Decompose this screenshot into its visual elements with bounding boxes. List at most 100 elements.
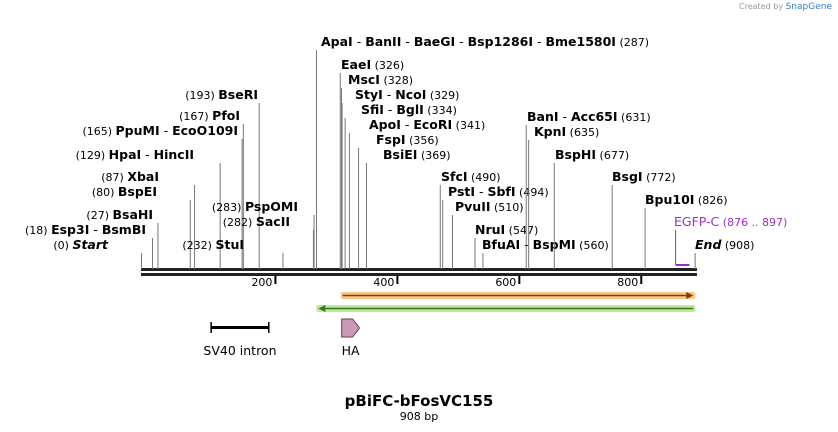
cut-site-label-apoi[interactable]: ApoI - EcoRI (341) [369, 117, 485, 132]
cut-site-part: BseRI [218, 87, 258, 102]
cut-site-label-eaei[interactable]: EaeI (326) [341, 57, 404, 72]
cut-site-label-bseri[interactable]: (193) BseRI [185, 87, 258, 102]
sv40-intron-bar[interactable] [210, 326, 270, 329]
cut-site-part: BsgI [612, 169, 643, 184]
cut-site-part: (18) [25, 224, 51, 237]
cut-site-part: End [695, 237, 722, 252]
cut-site-label-sfii[interactable]: SfiI - BglI (334) [361, 102, 457, 117]
cut-site-part: (677) [596, 149, 629, 162]
cut-site-label-apai[interactable]: ApaI - BanII - BaeGI - Bsp1286I - Bme158… [321, 34, 649, 49]
cut-site-label-msci[interactable]: MscI (328) [348, 72, 413, 87]
cut-site-label-pfoi[interactable]: (167) PfoI [179, 108, 240, 123]
cut-site-part: (631) [618, 111, 651, 124]
cut-site-part: BspHI [555, 147, 596, 162]
cut-site-label-bsphi[interactable]: BspHI (677) [555, 147, 629, 162]
cut-site-part: (341) [452, 119, 485, 132]
cut-site-part: - [141, 147, 153, 162]
cut-site-part: (193) [185, 89, 218, 102]
cut-site-part: - [160, 123, 172, 138]
ruler-tick [274, 276, 277, 284]
cut-site-label-hpai[interactable]: (129) HpaI - HincII [76, 147, 194, 162]
cut-site-part: - [455, 34, 467, 49]
ha-tag-feature[interactable] [341, 318, 361, 338]
cut-site-part: (908) [721, 239, 754, 252]
primer-name: EGFP-C [674, 214, 720, 229]
cut-site-part: (87) [101, 171, 127, 184]
cut-site-label-bsahi[interactable]: (27) BsaHI [86, 207, 153, 222]
orf-forward-arrow-icon [686, 292, 694, 299]
cut-site-part: BfuAI [482, 237, 520, 252]
app-credit: Created by SnapGene [739, 2, 832, 12]
cut-site-label-styi[interactable]: StyI - NcoI (329) [355, 87, 459, 102]
credit-prefix: Created by [739, 2, 784, 11]
cut-site-label-sfci[interactable]: SfcI (490) [441, 169, 501, 184]
cut-site-part: (329) [426, 89, 459, 102]
cut-site-part: XbaI [127, 169, 159, 184]
cut-site-part: BsmBI [102, 222, 146, 237]
cut-site-part: BanI [527, 109, 559, 124]
cut-site-part: (27) [86, 209, 112, 222]
cut-site-part: (490) [468, 171, 501, 184]
cut-site-part: BsaHI [112, 207, 153, 222]
cut-site-label-bsiei[interactable]: BsiEI (369) [383, 147, 451, 162]
cut-site-part: (165) [82, 125, 115, 138]
cut-site-label-stui[interactable]: (232) StuI [182, 237, 244, 252]
cut-site-part: PstI [448, 184, 475, 199]
cut-site-label-psti[interactable]: PstI - SbfI (494) [448, 184, 549, 199]
cut-site-part: (232) [182, 239, 215, 252]
orf-reverse-arrow-icon [318, 305, 326, 312]
credit-brand: SnapGene [785, 2, 832, 12]
cut-site-part: - [475, 184, 487, 199]
cut-site-label-fspi[interactable]: FspI (356) [376, 132, 439, 147]
cut-site-label-esp3i[interactable]: (18) Esp3I - BsmBI [25, 222, 146, 237]
cut-site-label-start[interactable]: (0) Start [53, 237, 109, 252]
cut-site-label-bani[interactable]: BanI - Acc65I (631) [527, 109, 651, 124]
cut-site-part: - [401, 34, 413, 49]
cut-site-label-bfuai[interactable]: BfuAI - BspMI (560) [482, 237, 609, 252]
ruler-tick [518, 276, 521, 284]
cut-site-part: HpaI [109, 147, 142, 162]
cut-site-part: Bme1580I [545, 34, 615, 49]
cut-site-part: - [401, 117, 413, 132]
plasmid-name: pBiFC-bFosVC155 [344, 392, 494, 410]
cut-site-part: - [384, 102, 396, 117]
cut-site-part: PpuMI [116, 123, 160, 138]
cut-site-label-bspei[interactable]: (80) BspEI [92, 184, 157, 199]
cut-site-part: Start [72, 237, 109, 252]
sv40-intron-end-tick [268, 322, 270, 333]
primer-range: (876 .. 897) [719, 216, 787, 229]
cut-site-part: SfiI [361, 102, 384, 117]
cut-site-part: (328) [380, 74, 413, 87]
cut-site-label-xbai[interactable]: (87) XbaI [101, 169, 159, 184]
primer-egfp-c-label[interactable]: EGFP-C (876 .. 897) [674, 214, 787, 229]
cut-site-part: ApoI [369, 117, 401, 132]
cut-site-label-pspomi[interactable]: (283) PspOMI [212, 199, 298, 214]
cut-site-label-ppumi[interactable]: (165) PpuMI - EcoO109I [82, 123, 238, 138]
cut-site-part: Esp3I [51, 222, 89, 237]
cut-site-part: StuI [215, 237, 244, 252]
cut-site-label-end[interactable]: End (908) [695, 237, 754, 252]
cut-site-label-nrui[interactable]: NruI (547) [475, 222, 538, 237]
cut-site-part: BanII [365, 34, 401, 49]
cut-site-part: (369) [417, 149, 450, 162]
cut-site-label-pvuii[interactable]: PvuII (510) [455, 199, 524, 214]
cut-site-label-bpu10i[interactable]: Bpu10I (826) [645, 192, 728, 207]
cut-site-part: ApaI [321, 34, 353, 49]
cut-site-part: (772) [643, 171, 676, 184]
cut-site-part: (283) [212, 201, 245, 214]
cut-site-label-sacii[interactable]: (282) SacII [223, 214, 290, 229]
cut-site-part: PvuII [455, 199, 491, 214]
cut-site-part: (356) [406, 134, 439, 147]
cut-site-part: (282) [223, 216, 256, 229]
cut-site-part: (510) [491, 201, 524, 214]
cut-site-part: (547) [505, 224, 538, 237]
cut-site-part: - [89, 222, 101, 237]
cut-site-label-kpni[interactable]: KpnI (635) [534, 124, 599, 139]
cut-site-label-bsgi[interactable]: BsgI (772) [612, 169, 676, 184]
primer-egfp-c-bar[interactable] [675, 264, 690, 266]
cut-site-part: (494) [516, 186, 549, 199]
ruler-label: 200 [251, 276, 272, 289]
cut-site-part: BspEI [118, 184, 157, 199]
cut-site-part: PspOMI [245, 199, 298, 214]
